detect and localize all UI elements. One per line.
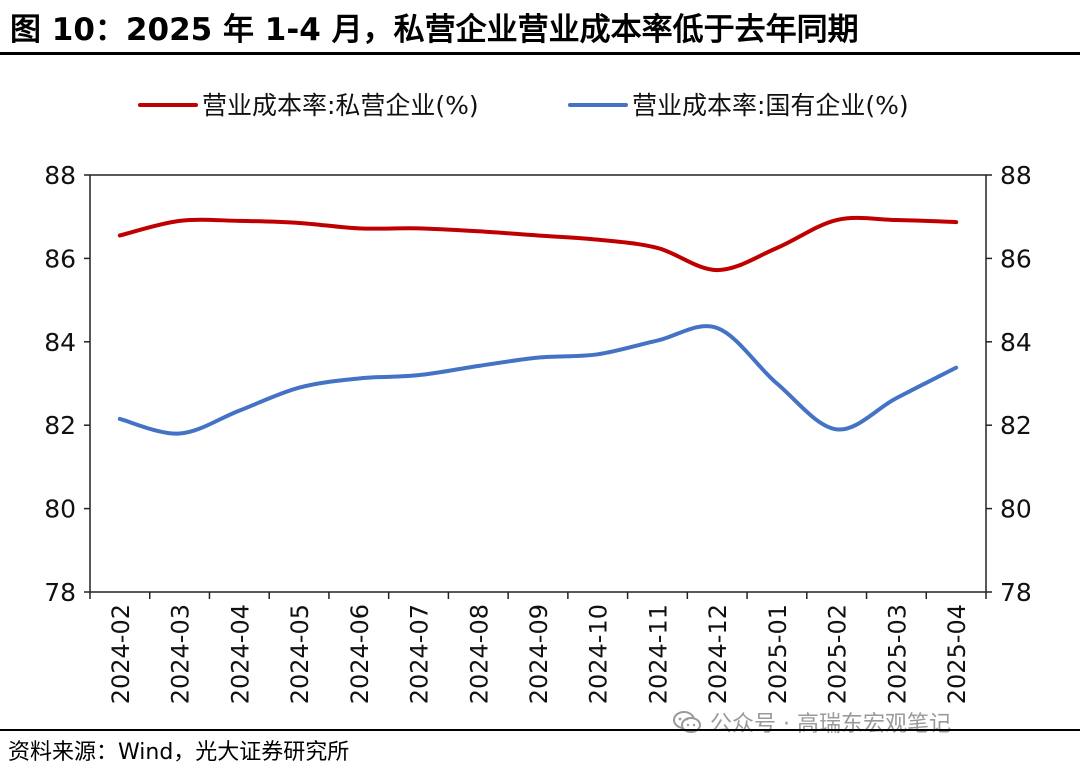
y-tick-label-right: 86 [1000,244,1032,273]
x-tick-label: 2025-01 [764,604,792,704]
axes: 78 80 82 84 86 88 78 80 82 84 86 88 2024-02 2024-03 20… [44,161,1032,704]
x-tick-label: 2024-05 [286,604,314,704]
y-tick-label-left: 86 [44,244,76,273]
figure-title: 图 10：2025 年 1-4 月，私营企业营业成本率低于去年同期 [10,12,859,48]
watermark: 公众号 · 高瑞东宏观笔记 [672,706,951,738]
y-tick-label-right: 78 [1000,578,1032,607]
x-tick-label: 2024-09 [525,604,553,704]
x-tick-label: 2024-06 [346,604,374,704]
series-line-2 [117,324,959,436]
x-tick-label: 2024-11 [644,604,672,704]
title-rule [0,52,1080,55]
y-tick-label-right: 88 [1000,161,1032,190]
legend-label: 营业成本率:国有企业(%) [632,91,909,120]
watermark-text: 公众号 · 高瑞东宏观笔记 [710,712,951,737]
legend-label: 营业成本率:私营企业(%) [202,91,479,120]
series-layer [117,215,959,436]
x-tick-label: 2025-03 [883,604,911,704]
x-tick-label: 2024-02 [107,604,135,704]
y-tick-label-left: 88 [44,161,76,190]
wechat-icon [673,711,701,733]
legend: 营业成本率:私营企业(%) 营业成本率:国有企业(%) [138,91,909,120]
y-tick-label-right: 80 [1000,495,1032,524]
x-tick-label: 2024-08 [465,604,493,704]
y-tick-label-left: 80 [44,495,76,524]
x-tick-label: 2024-12 [704,604,732,704]
y-tick-label-left: 78 [44,578,76,607]
y-tick-label-right: 84 [1000,328,1032,357]
source-note: 资料来源：Wind，光大证券研究所 [8,740,350,765]
y-tick-label-right: 82 [1000,411,1032,440]
series-line-1 [117,215,959,273]
bottom-rule [0,729,1080,731]
y-tick-label-left: 82 [44,411,76,440]
plot-frame [89,174,987,593]
x-tick-label: 2024-04 [226,604,254,704]
x-tick-label: 2024-10 [585,604,613,704]
x-tick-label: 2025-04 [943,604,971,704]
x-tick-label: 2025-02 [824,604,852,704]
x-tick-label: 2024-07 [406,604,434,704]
x-tick-label: 2024-03 [167,604,195,704]
y-tick-label-left: 84 [44,328,76,357]
